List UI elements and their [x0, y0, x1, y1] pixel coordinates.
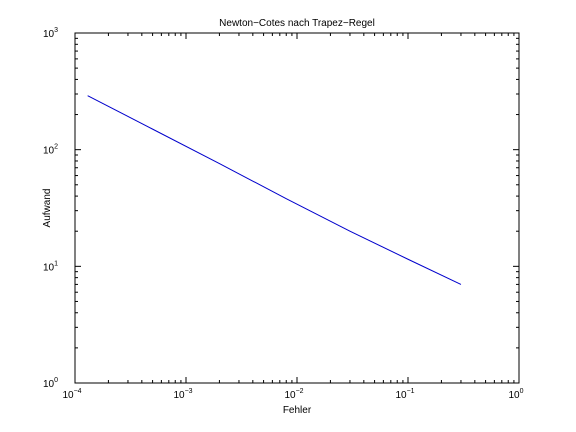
- x-tick-label: 10−2: [284, 388, 303, 401]
- y-tick-label-exp: 1: [54, 260, 58, 267]
- y-tick-label-base: 10: [43, 379, 55, 390]
- y-tick-label-base: 10: [43, 146, 55, 157]
- y-tick-label: 101: [43, 260, 58, 273]
- y-tick-label-exp: 0: [54, 377, 58, 384]
- chart-title: Newton−Cotes nach Trapez−Regel: [219, 18, 375, 29]
- x-tick-label-base: 10: [173, 390, 185, 401]
- series-line: [87, 95, 462, 285]
- x-tick-label: 10−4: [62, 388, 81, 401]
- x-tick-label-base: 10: [284, 390, 296, 401]
- x-tick-label-base: 10: [62, 390, 74, 401]
- y-tick-label-exp: 3: [54, 27, 58, 34]
- y-tick-label-base: 10: [43, 262, 55, 273]
- series-layer: [87, 95, 462, 285]
- x-axis-ticks: 10−4 10−3 10−2 10−1 100: [62, 33, 524, 401]
- y-tick-label-base: 10: [43, 29, 55, 40]
- x-tick-label: 10−1: [395, 388, 414, 401]
- y-tick-label: 102: [43, 144, 58, 157]
- x-tick-label: 100: [508, 388, 523, 401]
- x-tick-label-exp: −1: [407, 388, 415, 395]
- x-tick-label-exp: −2: [296, 388, 304, 395]
- x-tick-label: 10−3: [173, 388, 192, 401]
- plot-area: [74, 32, 520, 384]
- y-tick-label: 100: [43, 377, 58, 390]
- x-tick-label-base: 10: [508, 390, 520, 401]
- y-tick-label-exp: 2: [54, 144, 58, 151]
- x-tick-label-base: 10: [395, 390, 407, 401]
- x-tick-label-exp: −4: [74, 388, 82, 395]
- x-tick-label-exp: −3: [185, 388, 193, 395]
- y-tick-label: 103: [43, 27, 58, 40]
- y-axis-label: Aufwand: [42, 189, 53, 228]
- x-tick-label-exp: 0: [520, 388, 524, 395]
- x-axis-label: Fehler: [283, 405, 312, 416]
